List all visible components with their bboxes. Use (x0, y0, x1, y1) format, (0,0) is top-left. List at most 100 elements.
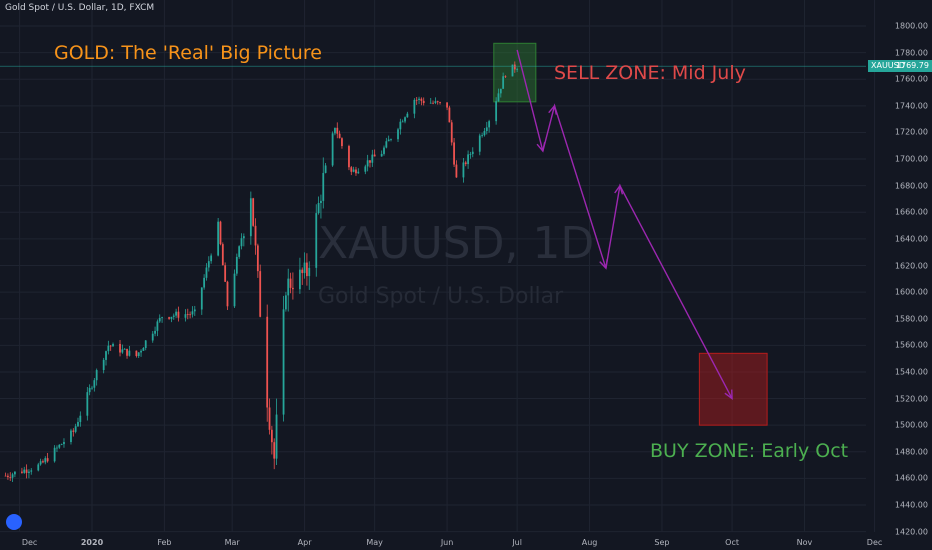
candle-body (399, 121, 402, 130)
candle-body (154, 330, 156, 334)
candle-body (369, 160, 371, 163)
candle-body (499, 88, 502, 94)
candle-body (37, 464, 40, 471)
symbol-title: Gold Spot / U.S. Dollar, 1D, FXCM (5, 3, 155, 13)
candle-body (266, 316, 269, 408)
x-tick-label: Oct (725, 538, 739, 547)
candle-body (338, 133, 341, 139)
candle-body (158, 317, 161, 322)
candle-body (350, 167, 353, 172)
candle-body (317, 202, 320, 214)
candle-body (177, 311, 180, 318)
candle-body (42, 461, 44, 463)
candle-body (371, 154, 374, 163)
y-tick-label: 1580.00 (894, 314, 928, 324)
candle-body (14, 471, 16, 475)
candle-body (504, 76, 507, 78)
y-tick-label: 1600.00 (894, 287, 928, 297)
candle-body (273, 442, 276, 459)
candle-body (102, 359, 105, 371)
candle-body (238, 246, 241, 257)
candle-body (383, 147, 385, 154)
title-annotation[interactable]: GOLD: The 'Real' Big Picture (54, 42, 322, 64)
x-tick-label: Jul (512, 538, 522, 547)
candle-body (287, 278, 290, 296)
candle-body (140, 350, 142, 353)
candle-body (404, 117, 406, 122)
candle-body (200, 287, 203, 310)
candle-body (207, 261, 210, 268)
candle-body (488, 121, 491, 128)
candle-body (502, 76, 505, 89)
candle-body (341, 138, 343, 147)
candle-body (123, 348, 126, 350)
candle-body (513, 64, 516, 70)
candle-body (462, 162, 465, 178)
candle-body (322, 172, 325, 201)
candle-body (156, 321, 159, 331)
candle-body (191, 311, 194, 315)
candle-body (275, 414, 278, 459)
candle-body (23, 469, 26, 473)
candle-body (315, 213, 318, 268)
candle-body (4, 475, 7, 477)
projection-arrowhead (548, 104, 557, 115)
candle-body (420, 98, 423, 101)
candle-body (219, 221, 222, 245)
y-tick-label: 1680.00 (894, 181, 928, 191)
y-tick-label: 1700.00 (894, 154, 928, 164)
y-tick-label: 1420.00 (894, 527, 928, 537)
candle-body (336, 127, 339, 134)
candle-body (436, 101, 439, 103)
candle-body (88, 387, 91, 393)
candle-body (63, 442, 65, 445)
candle-body (151, 333, 154, 341)
candle-body (235, 256, 238, 274)
candle-body (184, 314, 187, 318)
sell-zone-annotation[interactable]: SELL ZONE: Mid July (554, 62, 746, 84)
candle-body (60, 444, 63, 445)
candle-body (495, 101, 498, 122)
candle-body (217, 221, 220, 256)
y-tick-label: 1760.00 (894, 74, 928, 84)
x-tick-label: Nov (796, 538, 813, 547)
candle-body (291, 287, 294, 290)
candle-body (471, 151, 474, 155)
projection-path (516, 49, 733, 399)
candle-body (380, 153, 383, 157)
y-tick-label: 1440.00 (894, 500, 928, 510)
candle-body (401, 121, 404, 123)
candle-body (268, 407, 271, 430)
candle-body (282, 309, 285, 415)
candle-body (105, 351, 107, 360)
candle-body (429, 102, 432, 104)
candle-body (434, 101, 437, 104)
buy-zone-annotation[interactable]: BUY ZONE: Early Oct (650, 440, 849, 462)
y-tick-label: 1800.00 (894, 21, 928, 31)
candle-body (439, 102, 441, 103)
candle-body (53, 447, 56, 462)
y-tick-label: 1620.00 (894, 261, 928, 270)
y-tick-label: 1540.00 (894, 367, 928, 377)
candle-body (7, 475, 9, 478)
y-tick-label: 1480.00 (894, 447, 928, 457)
candle-body (256, 245, 259, 272)
tradingview-logo-icon[interactable] (6, 514, 22, 530)
candle-body (221, 244, 224, 266)
candle-body (478, 135, 481, 152)
candle-body (25, 469, 28, 473)
projection-arrowhead (614, 184, 624, 195)
candle-body (320, 200, 322, 203)
candle-body (95, 370, 98, 381)
price-tag-symbol: XAUUSD (871, 61, 905, 71)
x-tick-label: Dec (866, 538, 883, 547)
candle-body (413, 99, 416, 114)
candle-body (385, 141, 388, 148)
candle-body (249, 198, 252, 237)
candle-body (161, 317, 163, 318)
projection-arrowhead (536, 142, 546, 153)
candle-body (58, 444, 61, 448)
candle-body (168, 317, 170, 319)
